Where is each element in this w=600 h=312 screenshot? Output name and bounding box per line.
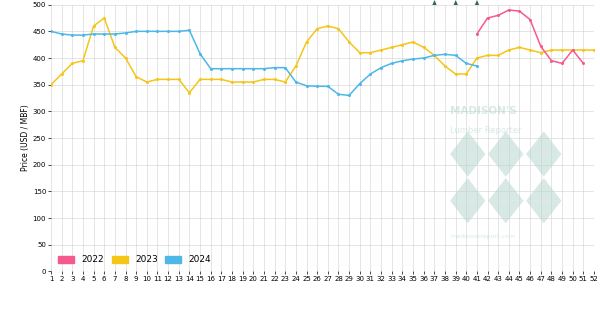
Text: Lumber Reporter: Lumber Reporter — [494, 25, 565, 34]
Polygon shape — [450, 154, 485, 177]
Polygon shape — [488, 201, 523, 223]
Polygon shape — [526, 201, 562, 223]
Polygon shape — [526, 154, 562, 177]
Polygon shape — [526, 131, 562, 154]
Polygon shape — [488, 178, 523, 201]
Polygon shape — [467, 0, 487, 22]
Text: Lumber Reporter: Lumber Reporter — [450, 125, 521, 134]
Text: 2024: 2024 — [42, 24, 69, 34]
Polygon shape — [450, 201, 485, 223]
Y-axis label: Price (USD / MBF): Price (USD / MBF) — [21, 105, 30, 171]
Text: MADISON'S: MADISON'S — [494, 6, 565, 16]
Polygon shape — [467, 22, 487, 41]
Polygon shape — [450, 131, 485, 154]
Polygon shape — [488, 131, 523, 154]
Text: WSPF KD #2&Btr 2x4 - Graph Year Over Year: WSPF KD #2&Btr 2x4 - Graph Year Over Yea… — [124, 15, 386, 25]
Polygon shape — [526, 178, 562, 201]
Polygon shape — [446, 0, 466, 22]
Text: MADISON'S: MADISON'S — [450, 106, 517, 116]
Text: October 4,: October 4, — [26, 10, 85, 20]
Polygon shape — [446, 22, 466, 41]
Polygon shape — [425, 22, 444, 41]
Polygon shape — [425, 0, 444, 22]
Text: madisonsreport.com: madisonsreport.com — [450, 234, 515, 239]
Polygon shape — [488, 154, 523, 177]
Polygon shape — [450, 178, 485, 201]
Legend: 2022, 2023, 2024: 2022, 2023, 2024 — [56, 252, 214, 267]
